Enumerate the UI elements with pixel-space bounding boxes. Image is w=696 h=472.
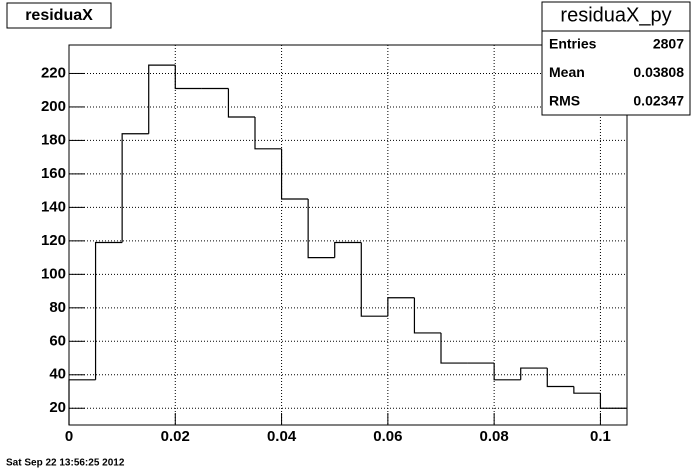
histogram-bin <box>599 393 627 409</box>
x-tick-label: 0.06 <box>373 428 402 445</box>
histogram-bin <box>307 199 335 259</box>
histogram-bin <box>254 116 282 150</box>
y-tick-label: 20 <box>49 399 66 416</box>
histogram-bin <box>573 386 601 394</box>
histogram-bin <box>148 64 176 134</box>
y-tick-label: 40 <box>49 366 66 383</box>
histogram-bin <box>520 367 548 380</box>
stats-label: Entries <box>549 36 597 52</box>
histogram-bin <box>334 241 362 258</box>
histogram-bin <box>387 297 415 317</box>
histogram-bin <box>121 133 149 243</box>
y-tick-label: 80 <box>49 299 66 316</box>
stats-value: 0.03808 <box>633 64 684 80</box>
histogram-bin <box>280 148 309 200</box>
stats-value: 0.02347 <box>633 93 684 109</box>
histogram-bin <box>413 297 441 334</box>
histogram-bin <box>68 379 96 425</box>
y-tick-label: 180 <box>41 131 66 148</box>
x-tick-label: 0 <box>65 428 73 445</box>
y-tick-label: 200 <box>41 98 66 115</box>
timestamp: Sat Sep 22 13:56:25 2012 <box>6 458 125 469</box>
y-tick-label: 220 <box>41 64 66 81</box>
histogram-bin <box>546 368 574 388</box>
y-tick-label: 160 <box>41 165 66 182</box>
histogram-bin <box>94 241 123 380</box>
x-tick-label: 0.08 <box>480 428 509 445</box>
y-tick-label: 140 <box>41 198 66 215</box>
chart-title: residuaX <box>25 7 93 24</box>
histogram-bin <box>493 363 521 381</box>
stats-label: Mean <box>549 64 585 80</box>
x-tick-label: 0.1 <box>590 428 611 445</box>
stats-value: 2807 <box>653 36 684 52</box>
stats-title: residuaX_py <box>560 4 671 26</box>
histogram-bin <box>227 88 255 118</box>
x-tick-label: 0.02 <box>161 428 190 445</box>
title-box <box>6 2 112 29</box>
histogram-bin <box>440 332 468 364</box>
histogram-bin <box>360 242 388 317</box>
y-tick-label: 120 <box>41 232 66 249</box>
stats-box <box>541 1 691 116</box>
stats-label: RMS <box>549 93 580 109</box>
x-tick-label: 0.04 <box>267 428 297 445</box>
histogram-bin <box>174 65 202 90</box>
y-tick-label: 60 <box>49 332 66 349</box>
y-tick-label: 100 <box>41 265 66 282</box>
